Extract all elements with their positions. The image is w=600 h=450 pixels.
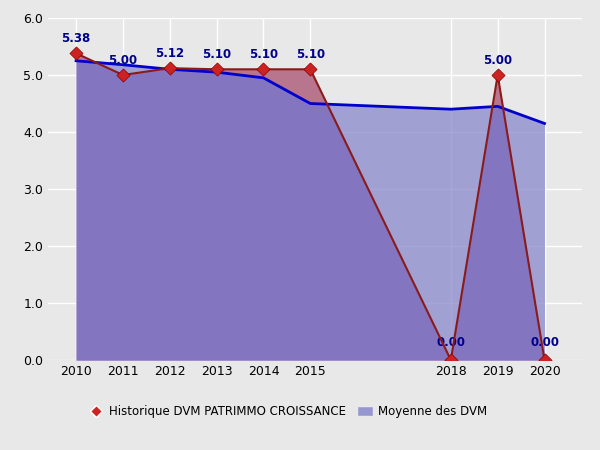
Text: 0.00: 0.00 xyxy=(530,336,559,349)
Point xyxy=(493,72,502,79)
Text: 5.38: 5.38 xyxy=(61,32,91,45)
Text: 5.12: 5.12 xyxy=(155,47,184,60)
Point xyxy=(118,72,128,79)
Legend: Historique DVM PATRIMMO CROISSANCE, Moyenne des DVM: Historique DVM PATRIMMO CROISSANCE, Moye… xyxy=(85,400,492,423)
Point xyxy=(540,356,550,364)
Text: 5.00: 5.00 xyxy=(109,54,137,67)
Point xyxy=(259,66,268,73)
Point xyxy=(212,66,221,73)
Text: 5.10: 5.10 xyxy=(202,48,231,61)
Point xyxy=(71,50,81,57)
Text: 5.00: 5.00 xyxy=(483,54,512,67)
Text: 5.10: 5.10 xyxy=(249,48,278,61)
Point xyxy=(305,66,315,73)
Text: 5.10: 5.10 xyxy=(296,48,325,61)
Point xyxy=(446,356,455,364)
Point xyxy=(165,64,175,72)
Text: 0.00: 0.00 xyxy=(436,336,466,349)
